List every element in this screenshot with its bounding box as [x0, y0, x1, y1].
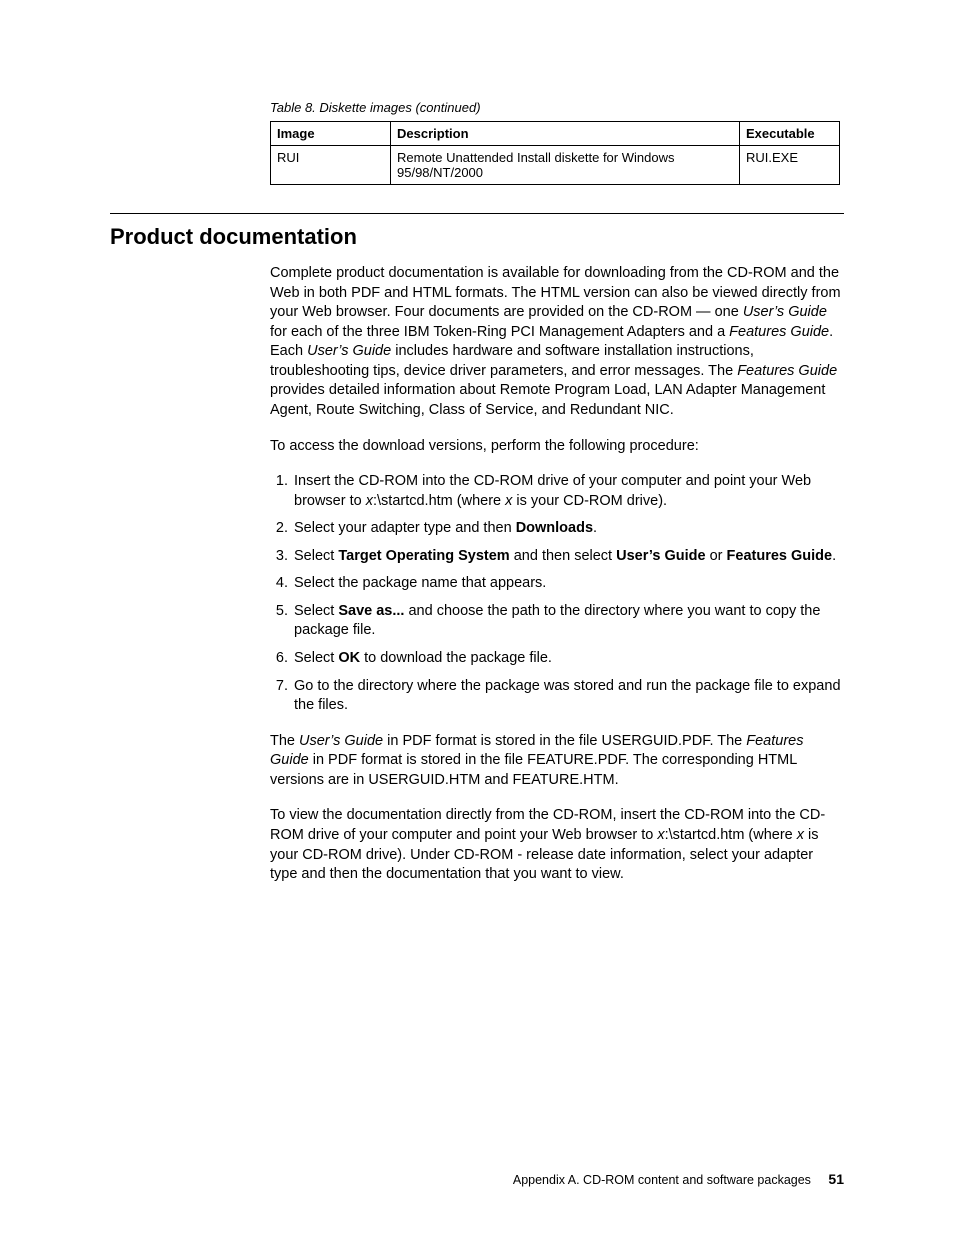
- ok-label: OK: [338, 650, 360, 666]
- paragraph-procedure-lead: To access the download versions, perform…: [270, 437, 844, 457]
- target-os-label: Target Operating System: [338, 548, 509, 564]
- text: in PDF format is stored in the file USER…: [383, 733, 746, 749]
- features-guide-label: Features Guide: [727, 548, 833, 564]
- list-item: Go to the directory where the package wa…: [292, 677, 844, 716]
- list-item: Select Target Operating System and then …: [292, 547, 844, 567]
- footer-text: Appendix A. CD-ROM content and software …: [513, 1173, 811, 1187]
- th-image: Image: [271, 122, 391, 146]
- td-executable: RUI.EXE: [740, 146, 840, 185]
- list-item: Insert the CD-ROM into the CD-ROM drive …: [292, 472, 844, 511]
- text: :\startcd.htm (where: [373, 493, 505, 509]
- page-number: 51: [828, 1171, 844, 1187]
- page-footer: Appendix A. CD-ROM content and software …: [513, 1171, 844, 1187]
- th-executable: Executable: [740, 122, 840, 146]
- users-guide-term: User’s Guide: [299, 733, 383, 749]
- text: provides detailed information about Remo…: [270, 382, 825, 418]
- downloads-label: Downloads: [516, 520, 593, 536]
- paragraph-intro: Complete product documentation is availa…: [270, 264, 844, 421]
- users-guide-label: User’s Guide: [616, 548, 705, 564]
- text: for each of the three IBM Token-Ring PCI…: [270, 324, 729, 340]
- list-item: Select your adapter type and then Downlo…: [292, 519, 844, 539]
- list-item: Select OK to download the package file.: [292, 649, 844, 669]
- section-rule: [110, 213, 844, 214]
- diskette-table: Image Description Executable RUI Remote …: [270, 121, 840, 185]
- text: or: [706, 548, 727, 564]
- drive-letter: x: [366, 493, 373, 509]
- text: Select: [294, 603, 338, 619]
- text: and then select: [510, 548, 616, 564]
- text: is your CD-ROM drive).: [512, 493, 667, 509]
- table-caption: Table 8. Diskette images (continued): [270, 100, 844, 115]
- paragraph-view-info: To view the documentation directly from …: [270, 806, 844, 884]
- text: in PDF format is stored in the file FEAT…: [270, 752, 797, 788]
- features-guide-term: Features Guide: [737, 363, 837, 379]
- list-item: Select Save as... and choose the path to…: [292, 602, 844, 641]
- text: to download the package file.: [360, 650, 552, 666]
- procedure-list: Insert the CD-ROM into the CD-ROM drive …: [270, 472, 844, 716]
- users-guide-term: User’s Guide: [307, 343, 391, 359]
- th-description: Description: [391, 122, 740, 146]
- text: .: [593, 520, 597, 536]
- td-image: RUI: [271, 146, 391, 185]
- text: Select your adapter type and then: [294, 520, 516, 536]
- text: The: [270, 733, 299, 749]
- text: :\startcd.htm (where: [665, 827, 797, 843]
- paragraph-pdf-info: The User’s Guide in PDF format is stored…: [270, 732, 844, 791]
- drive-letter: x: [797, 827, 804, 843]
- list-item: Select the package name that appears.: [292, 574, 844, 594]
- table-row: RUI Remote Unattended Install diskette f…: [271, 146, 840, 185]
- table-header-row: Image Description Executable: [271, 122, 840, 146]
- features-guide-term: Features Guide: [729, 324, 829, 340]
- td-description: Remote Unattended Install diskette for W…: [391, 146, 740, 185]
- text: .: [832, 548, 836, 564]
- users-guide-term: User’s Guide: [743, 304, 827, 320]
- save-as-label: Save as...: [338, 603, 404, 619]
- text: Select: [294, 548, 338, 564]
- section-title: Product documentation: [110, 224, 844, 250]
- text: Select: [294, 650, 338, 666]
- drive-letter: x: [657, 827, 664, 843]
